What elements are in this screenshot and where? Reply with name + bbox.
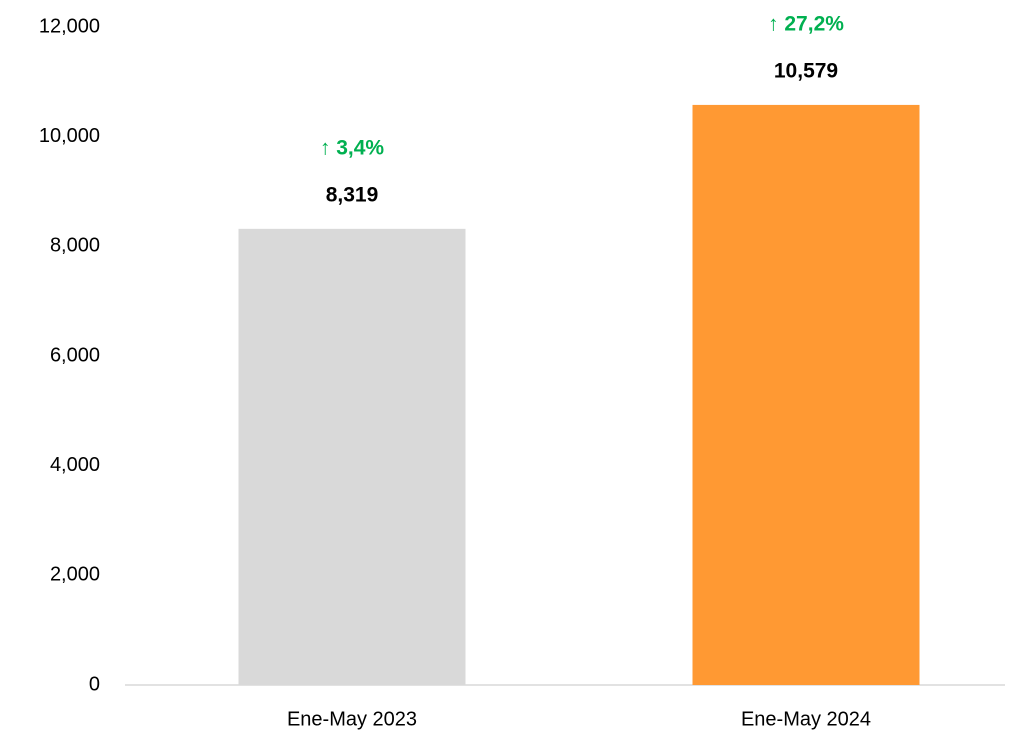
- bar: [692, 104, 920, 686]
- y-tick-label: 10,000: [39, 125, 100, 147]
- bar: [238, 228, 466, 686]
- value-label: 8,319: [326, 183, 379, 206]
- y-tick-label: 6,000: [50, 344, 100, 366]
- change-annotation: ↑ 3,4%: [320, 136, 385, 159]
- y-tick-label: 4,000: [50, 454, 100, 476]
- x-tick-label: Ene-May 2024: [741, 708, 871, 730]
- value-label: 10,579: [774, 59, 838, 82]
- change-annotation: ↑ 27,2%: [768, 12, 844, 35]
- y-tick-label: 8,000: [50, 235, 100, 257]
- y-tick-label: 12,000: [39, 15, 100, 37]
- y-tick-label: 0: [89, 673, 100, 695]
- x-tick-label: Ene-May 2023: [287, 708, 417, 730]
- y-tick-label: 2,000: [50, 564, 100, 586]
